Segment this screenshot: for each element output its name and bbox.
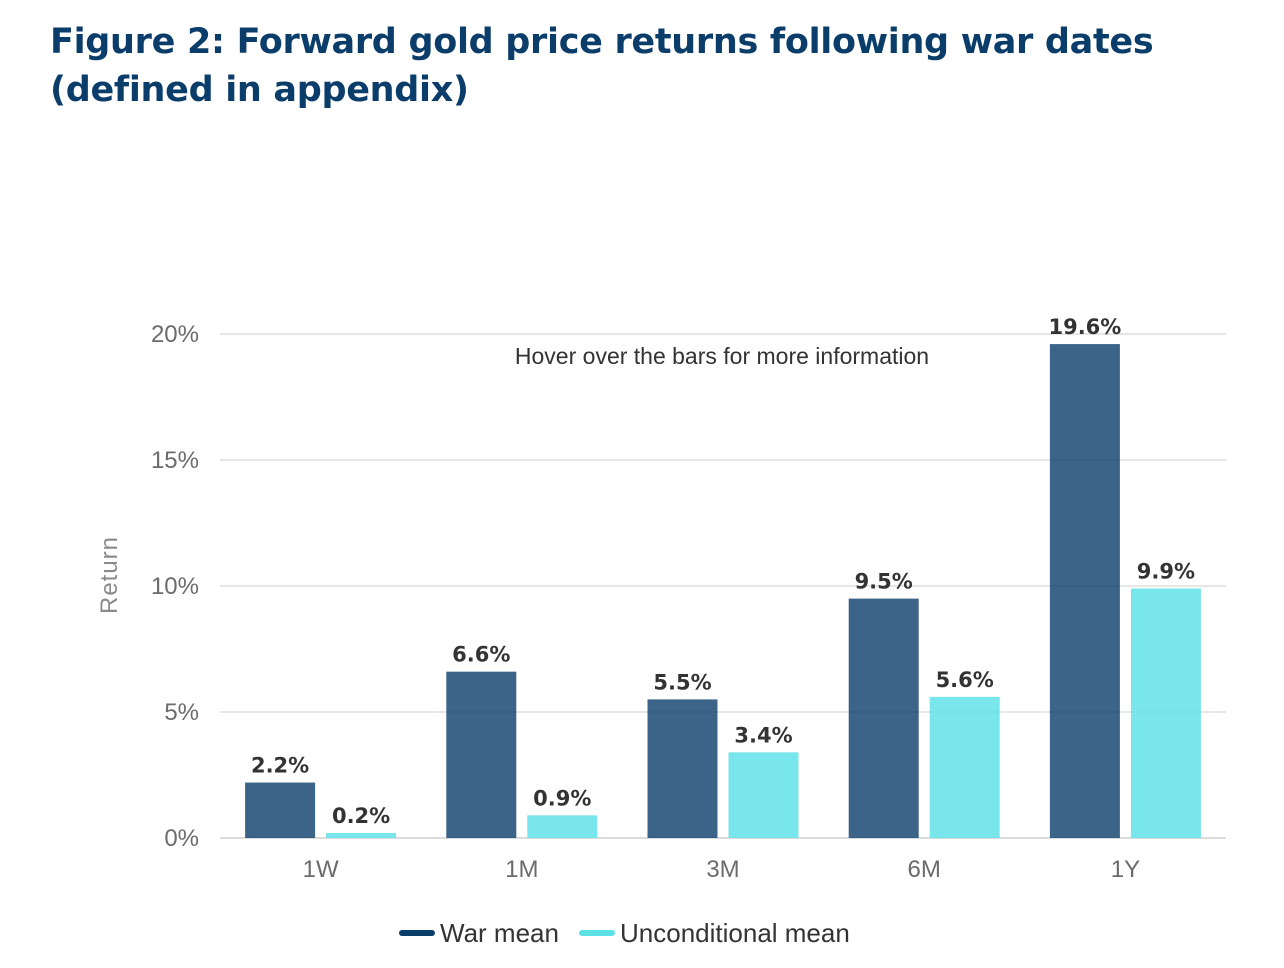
legend-label: Unconditional mean: [620, 918, 850, 948]
bar-group: 2.2% 0.2%: [245, 754, 397, 838]
bar-group: 19.6% 9.9%: [1048, 315, 1201, 838]
data-label: 9.9%: [1137, 560, 1195, 584]
data-label: 19.6%: [1048, 315, 1121, 339]
y-tick-label: 10%: [151, 573, 199, 600]
unconditional-mean-bar[interactable]: [1130, 588, 1201, 838]
bar-group: 6.6% 0.9%: [446, 643, 598, 838]
y-tick-label: 5%: [164, 699, 199, 726]
data-label: 5.6%: [936, 668, 994, 692]
war-mean-bar[interactable]: [647, 699, 718, 838]
legend-item-unconditional-mean[interactable]: Unconditional mean: [579, 918, 850, 948]
data-label: 6.6%: [452, 643, 510, 667]
data-label: 0.9%: [533, 786, 591, 810]
data-label: 2.2%: [251, 754, 309, 778]
y-tick-label: 20%: [151, 321, 199, 348]
x-tick-label: 1Y: [1111, 856, 1140, 883]
x-axis-ticks: 1W 1M 3M 6M 1Y: [303, 856, 1140, 883]
data-label: 3.4%: [734, 723, 792, 747]
y-axis-ticks: 0% 5% 10% 15% 20%: [151, 321, 199, 852]
bar-group: 9.5% 5.6%: [848, 570, 1000, 838]
hover-hint: Hover over the bars for more information: [515, 343, 929, 369]
x-tick-label: 3M: [706, 856, 739, 883]
data-label: 5.5%: [653, 670, 711, 694]
x-tick-label: 1M: [505, 856, 538, 883]
war-mean-bar[interactable]: [848, 598, 919, 838]
chart-title: Figure 2: Forward gold price returns fol…: [50, 22, 1154, 110]
war-mean-bar[interactable]: [1049, 344, 1120, 838]
x-tick-label: 6M: [908, 856, 941, 883]
y-tick-label: 0%: [164, 825, 199, 852]
bar-series: 2.2% 0.2% 6.6% 0.9% 5.5% 3.4% 9.5% 5.6% 19.6% 9.9…: [245, 315, 1201, 838]
unconditional-mean-bar[interactable]: [728, 752, 799, 838]
data-label: 9.5%: [855, 570, 913, 594]
unconditional-mean-bar[interactable]: [326, 832, 397, 838]
y-tick-label: 15%: [151, 447, 199, 474]
legend-item-war-mean[interactable]: War mean: [399, 918, 559, 948]
x-tick-label: 1W: [303, 856, 339, 883]
legend: War mean Unconditional mean: [399, 918, 850, 948]
war-mean-bar[interactable]: [446, 671, 517, 838]
unconditional-mean-bar[interactable]: [527, 815, 598, 838]
war-mean-bar[interactable]: [245, 782, 316, 838]
data-label: 0.2%: [332, 804, 390, 828]
bar-group: 5.5% 3.4%: [647, 670, 799, 838]
unconditional-mean-bar[interactable]: [929, 696, 1000, 838]
y-axis-title: Return: [96, 536, 123, 614]
legend-label: War mean: [440, 918, 559, 948]
